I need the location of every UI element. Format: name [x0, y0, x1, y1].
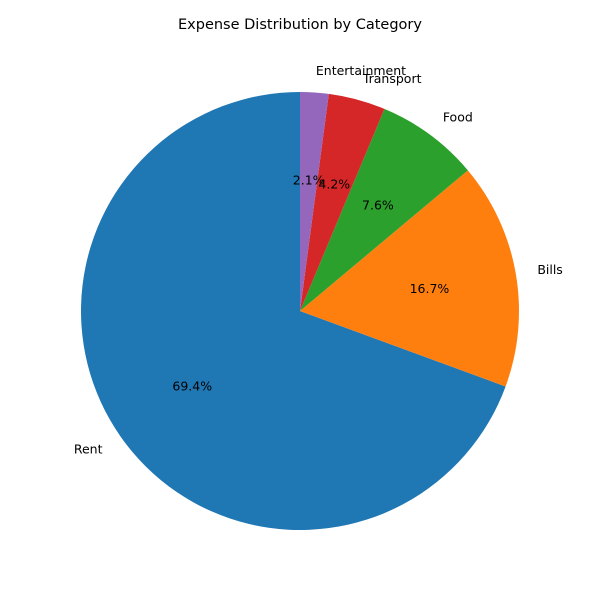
- percent-label-food: 7.6%: [362, 198, 394, 213]
- pie-slice-food: [300, 108, 468, 312]
- category-label-food: Food: [443, 110, 473, 125]
- category-label-bills: Bills: [537, 262, 563, 277]
- category-label-transport: Transport: [362, 71, 422, 86]
- category-label-entertainment: Entertainment: [316, 63, 406, 78]
- pie-slice-transport: [300, 93, 385, 311]
- pie-slice-entertainment: [300, 92, 329, 311]
- percent-label-bills: 16.7%: [410, 281, 450, 296]
- percent-labels: 69.4% 16.7% 7.6% 4.2%2.1%: [172, 172, 449, 393]
- category-label-rent: Rent: [74, 441, 103, 456]
- percent-label-entertainment: 2.1%: [293, 172, 325, 187]
- pie-slice-rent: [80, 92, 506, 530]
- pie-slice-bills: [300, 170, 519, 387]
- chart-title: Expense Distribution by Category: [178, 17, 422, 33]
- pie-slices: [80, 92, 519, 530]
- percent-label-rent: 69.4%: [172, 379, 212, 394]
- percent-label-transport: 4.2%: [318, 177, 350, 192]
